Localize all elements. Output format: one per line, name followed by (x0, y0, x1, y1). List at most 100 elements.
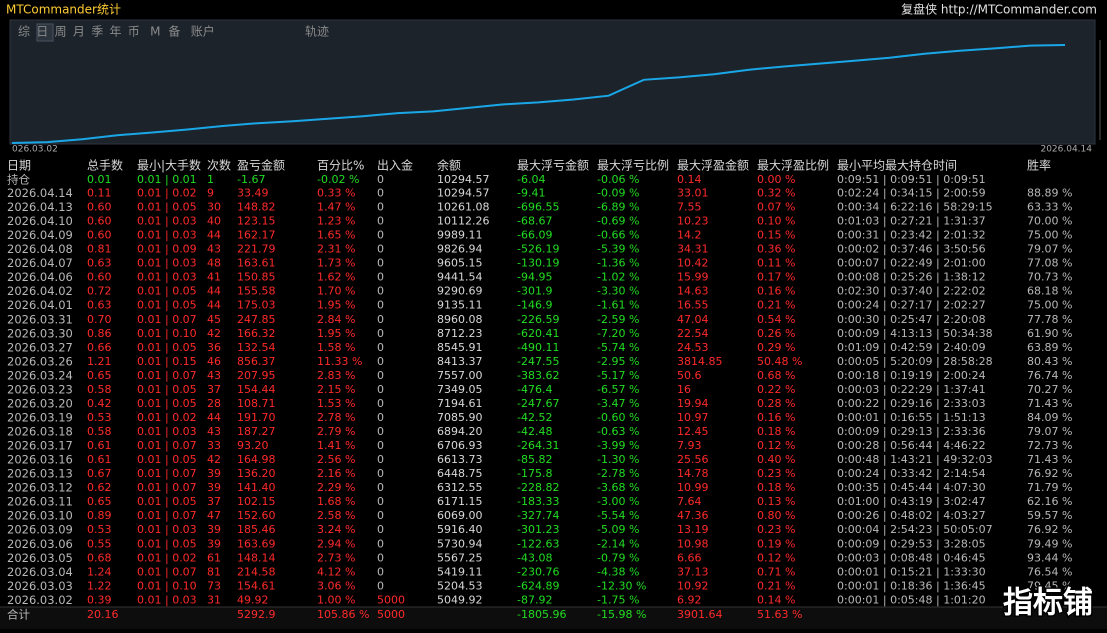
cell: 22.54 (677, 327, 709, 340)
row-label: 2026.04.02 (7, 284, 73, 298)
cell: 0:00:31 | 0:23:42 | 2:01:32 (837, 229, 986, 242)
cell: 59.57 % (1027, 509, 1072, 522)
cell: 0.55 (87, 537, 112, 550)
tab[interactable]: 日 (36, 25, 48, 39)
active-tab-box (36, 23, 54, 42)
site-link[interactable]: 复盘侠 http://MTCommander.com (901, 2, 1097, 17)
cell: 0.32 % (757, 187, 795, 200)
tab[interactable]: 年 (110, 25, 122, 39)
row-label: 2026.03.18 (7, 425, 73, 439)
cell: 0.29 % (757, 341, 795, 354)
cell: 0:00:03 | 0:22:29 | 1:37:41 (837, 383, 986, 396)
cell: 0:00:01 | 0:18:36 | 1:36:45 (837, 579, 986, 592)
cell: -146.9 (517, 299, 552, 312)
cell: 0.16 % (757, 411, 795, 424)
cell: -94.95 (517, 271, 552, 284)
cell: 49.92 (237, 593, 269, 606)
cell: 2.16 % (317, 467, 355, 480)
cell: 4.12 % (317, 565, 355, 578)
cell: 0.01 | 0.07 (137, 509, 197, 522)
tab[interactable]: 账户 (191, 24, 215, 39)
cell: 0.01 | 0.05 (137, 495, 197, 508)
cell: 0.68 % (757, 369, 795, 382)
row-label: 2026.04.07 (7, 256, 73, 270)
row-label: 2026.03.04 (7, 565, 73, 579)
cell: 0 (377, 509, 384, 522)
cell: -301.9 (517, 285, 552, 298)
cell: 0.01 | 0.02 (137, 551, 197, 564)
column-header: 最小|大手数 (137, 158, 201, 173)
cell: 2.31 % (317, 243, 355, 256)
cell: 2.79 % (317, 425, 355, 438)
cell: 44 (207, 285, 221, 298)
cell: 0.60 (87, 229, 112, 242)
cell: 0.01 | 0.05 (137, 453, 197, 466)
tab[interactable]: 周 (55, 25, 67, 39)
cell: 5000 (377, 608, 405, 621)
cell: 247.85 (237, 313, 276, 326)
cell: 62.16 % (1027, 495, 1072, 508)
tab[interactable]: 轨迹 (305, 25, 329, 39)
cell: 79.45 % (1027, 579, 1072, 592)
cell: 24.53 (677, 341, 709, 354)
cell: 0 (377, 397, 384, 410)
cell: 154.44 (237, 383, 276, 396)
cell: 7194.61 (437, 397, 483, 410)
tab[interactable]: 币 (128, 25, 140, 39)
cell: 0.72 (87, 285, 112, 298)
cell: -6.89 % (597, 201, 639, 214)
cell: -0.06 % (597, 173, 639, 186)
column-header: 百分比% (317, 159, 364, 173)
cell: 0.01 | 0.03 (137, 425, 197, 438)
cell: 7349.05 (437, 383, 483, 396)
cell: 0:00:02 | 0:37:46 | 3:50:56 (837, 243, 986, 256)
cell: -68.67 (517, 215, 552, 228)
column-header: 最大浮盈金额 (677, 158, 749, 173)
tab[interactable]: 月 (73, 25, 85, 39)
tab[interactable]: 综 (18, 25, 30, 39)
cell: 0:00:18 | 0:19:19 | 2:00:24 (837, 369, 986, 382)
row-label: 2026.03.16 (7, 453, 73, 467)
cell: 79.07 % (1027, 243, 1072, 256)
row-label: 2026.03.26 (7, 354, 73, 368)
cell: 0.60 (87, 215, 112, 228)
cell: -0.02 % (317, 173, 359, 186)
cell: 71.79 % (1027, 481, 1072, 494)
cell: 77.08 % (1027, 257, 1072, 270)
cell: 0.60 (87, 201, 112, 214)
cell: 7085.90 (437, 411, 483, 424)
cell: 1.23 % (317, 215, 355, 228)
cell: 148.82 (237, 201, 276, 214)
tab[interactable]: 季 (91, 25, 103, 39)
cell: 44 (207, 299, 221, 312)
cell: 0 (377, 299, 384, 312)
cell: -1.30 % (597, 453, 639, 466)
column-header: 最小平均最大持仓时间 (837, 158, 957, 173)
tab[interactable]: 备 (168, 25, 180, 39)
cell: 10294.57 (437, 187, 490, 200)
cell: 0:09:51 | 0:09:51 | 0:09:51 (837, 173, 986, 186)
cell: -130.19 (517, 257, 559, 270)
cell: -264.31 (517, 439, 559, 452)
cell: 7.64 (677, 495, 702, 508)
cell: 0.01 | 0.07 (137, 439, 197, 452)
cell: 0.01 | 0.07 (137, 565, 197, 578)
cell: 0.70 (87, 313, 112, 326)
cell: 33 (207, 439, 221, 452)
cell: 0:00:26 | 0:48:02 | 4:03:27 (837, 509, 986, 522)
tab[interactable]: M (150, 25, 160, 39)
cell: -1.61 % (597, 299, 639, 312)
cell: 191.70 (237, 411, 276, 424)
cell: 0:02:24 | 0:34:15 | 2:00:59 (837, 187, 986, 200)
cell: -5.54 % (597, 509, 639, 522)
cell: 9441.54 (437, 271, 483, 284)
cell: -4.38 % (597, 565, 639, 578)
cell: 1.95 % (317, 299, 355, 312)
cell: 9290.69 (437, 285, 483, 298)
cell: 47 (207, 509, 221, 522)
cell: 0.26 % (757, 327, 795, 340)
cell: 0.42 (87, 397, 112, 410)
row-label: 2026.03.30 (7, 326, 73, 340)
cell: 0.01 | 0.05 (137, 537, 197, 550)
cell: 0.36 % (757, 243, 795, 256)
